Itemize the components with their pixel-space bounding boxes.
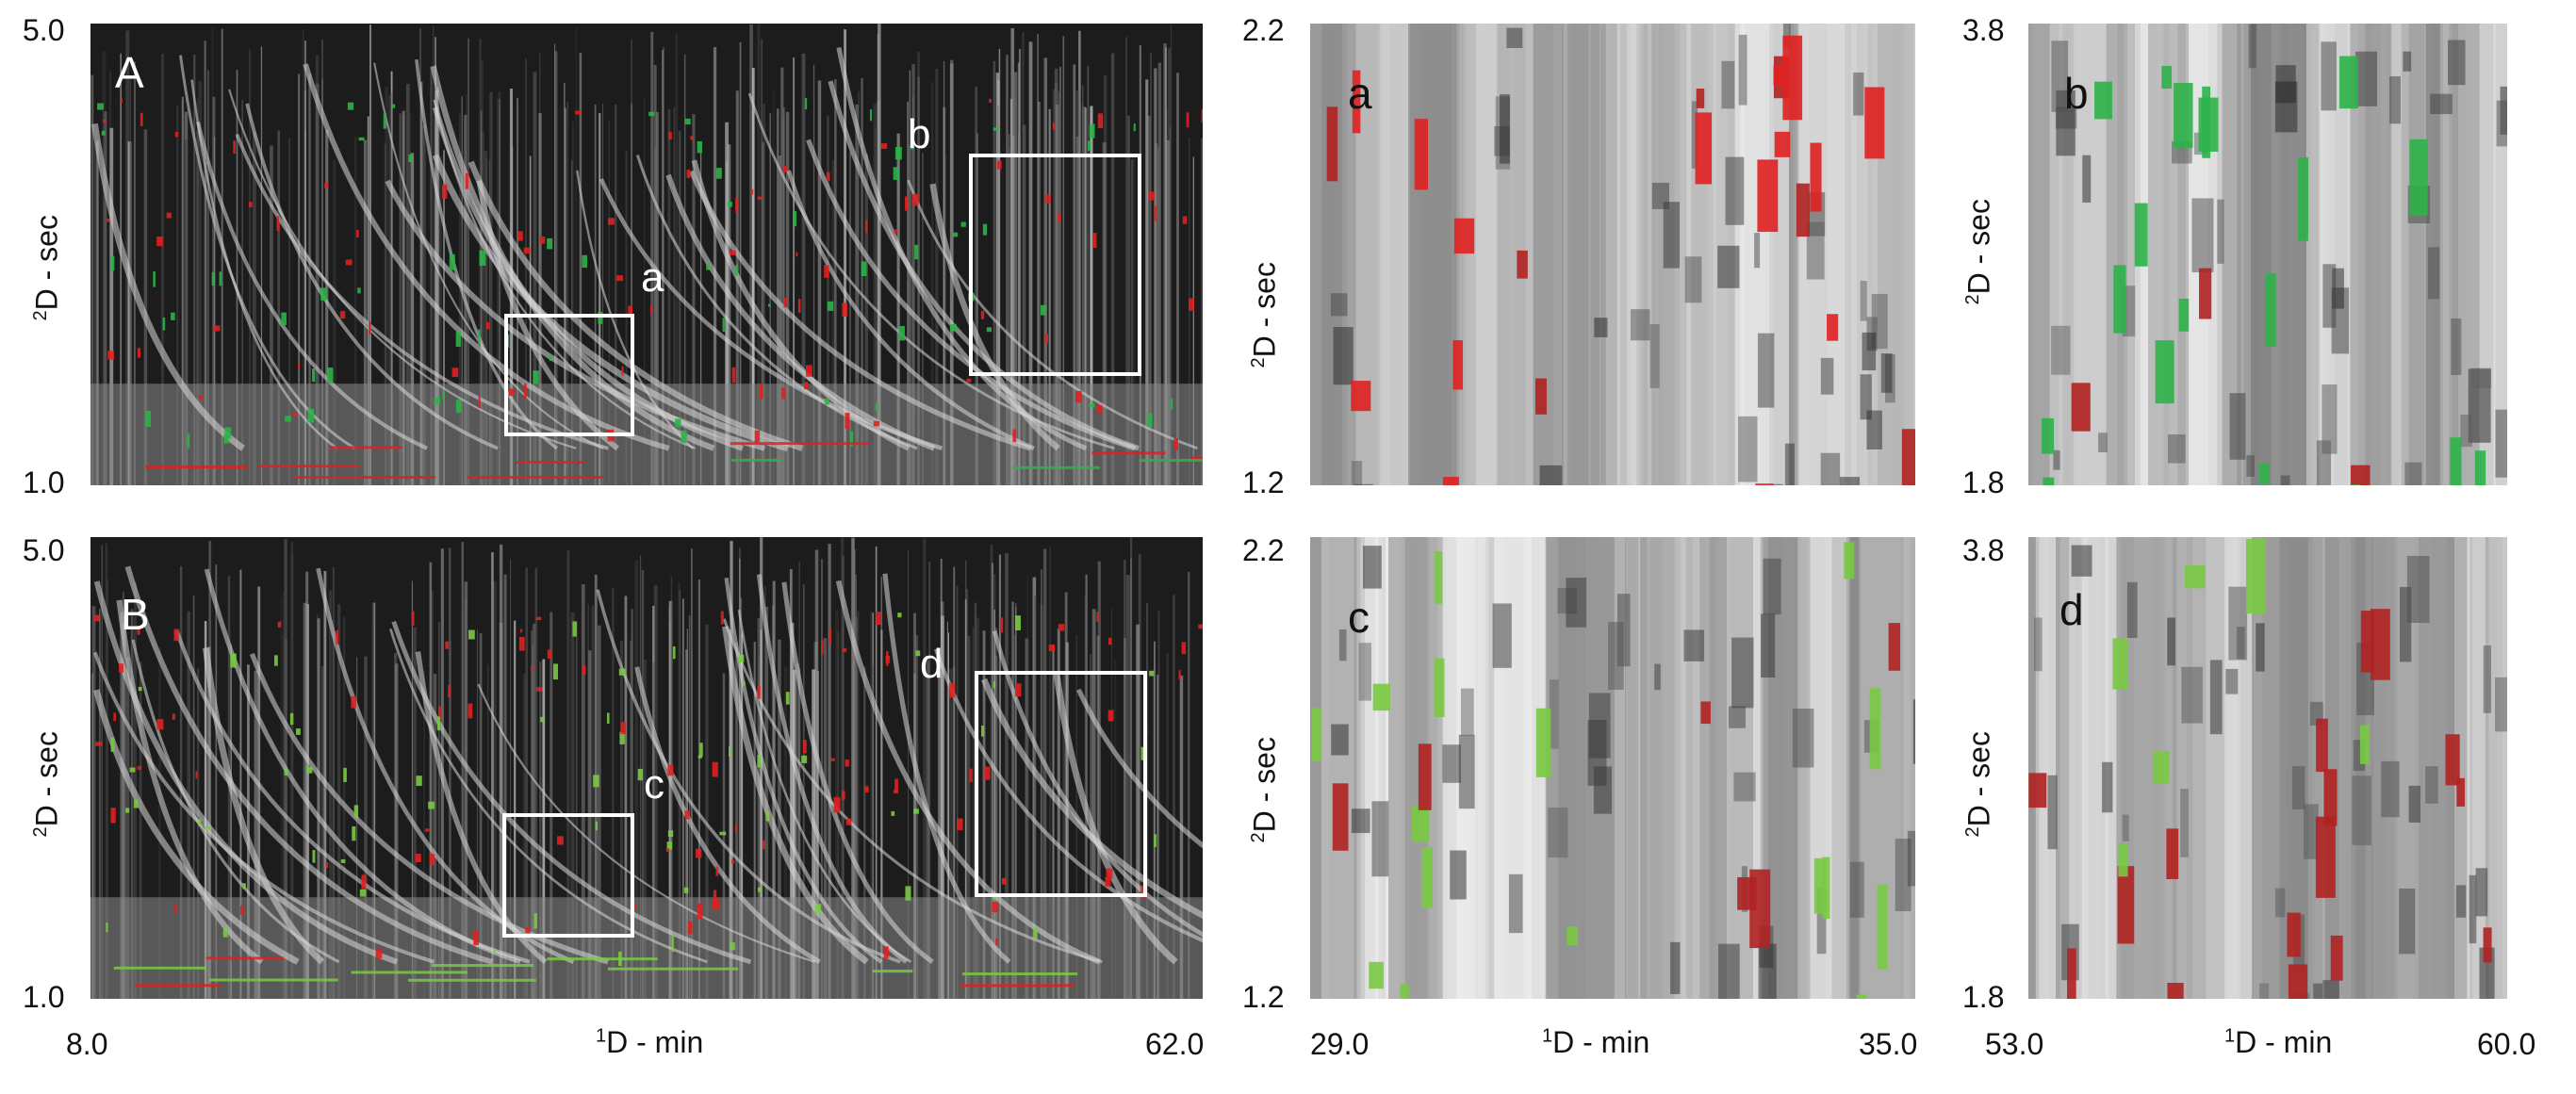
pb-texture <box>2028 24 2507 485</box>
panel-a-heatmap <box>1310 24 1915 485</box>
panel-B-xlabel: 1D - min <box>596 1025 704 1059</box>
panel-B-ytick-max: 5.0 <box>23 533 65 567</box>
pc-texture <box>1310 537 1915 999</box>
panel-d-heatmap <box>2028 537 2507 999</box>
panel-A-label: A <box>115 48 144 97</box>
panel-a-ylabel: 2D - sec <box>1247 262 1282 368</box>
region-a-box <box>504 314 634 436</box>
region-d-label: d <box>920 641 943 687</box>
panel-A-ytick-min: 1.0 <box>23 465 65 499</box>
panel-A-ytick-max: 5.0 <box>23 13 65 47</box>
panel-A-ylabel: 2D - sec <box>29 215 64 321</box>
pA-texture <box>90 24 1203 485</box>
panel-B-label: B <box>121 590 150 639</box>
panel-d-ytick-min: 1.8 <box>1962 980 2005 1014</box>
panel-d-xtick-min: 53.0 <box>1985 1027 2044 1061</box>
panel-d-xtick-max: 60.0 <box>2477 1027 2536 1061</box>
pa-texture <box>1310 24 1915 485</box>
panel-b-ytick-min: 1.8 <box>1962 465 2005 499</box>
panel-a-label: a <box>1348 69 1372 118</box>
panel-c-ytick-min: 1.2 <box>1242 980 1285 1014</box>
panel-B-ytick-min: 1.0 <box>23 980 65 1014</box>
panel-c-heatmap <box>1310 537 1915 999</box>
panel-B-xtick-min: 8.0 <box>66 1027 108 1061</box>
panel-d-xlabel: 1D - min <box>2224 1025 2333 1059</box>
panel-B-ylabel: 2D - sec <box>29 731 64 838</box>
region-d-box <box>975 671 1147 897</box>
pd-texture <box>2028 537 2507 999</box>
panel-c-xtick-max: 35.0 <box>1859 1027 1918 1061</box>
panel-d-ytick-max: 3.8 <box>1962 533 2005 567</box>
panel-c-label: c <box>1348 593 1370 642</box>
panel-b-ytick-max: 3.8 <box>1962 13 2005 47</box>
region-b-label: b <box>908 111 931 157</box>
panel-b-label: b <box>2064 69 2089 118</box>
region-c-label: c <box>644 761 665 808</box>
panel-c-ytick-max: 2.2 <box>1242 533 1285 567</box>
panel-B-xtick-max: 62.0 <box>1145 1027 1205 1061</box>
panel-b-ylabel: 2D - sec <box>1961 199 1996 305</box>
panel-A-heatmap <box>90 24 1203 485</box>
panel-c-xlabel: 1D - min <box>1542 1025 1650 1059</box>
panel-d-label: d <box>2059 585 2084 634</box>
region-b-box <box>969 154 1141 376</box>
panel-c-ylabel: 2D - sec <box>1247 737 1282 843</box>
panel-B-heatmap <box>90 537 1203 999</box>
panel-c-xtick-min: 29.0 <box>1310 1027 1370 1061</box>
panel-a-ytick-min: 1.2 <box>1242 465 1285 499</box>
region-a-label: a <box>641 254 665 301</box>
panel-d-ylabel: 2D - sec <box>1961 731 1996 838</box>
region-c-box <box>502 813 634 938</box>
panel-b-heatmap <box>2028 24 2507 485</box>
panel-a-ytick-max: 2.2 <box>1242 13 1285 47</box>
